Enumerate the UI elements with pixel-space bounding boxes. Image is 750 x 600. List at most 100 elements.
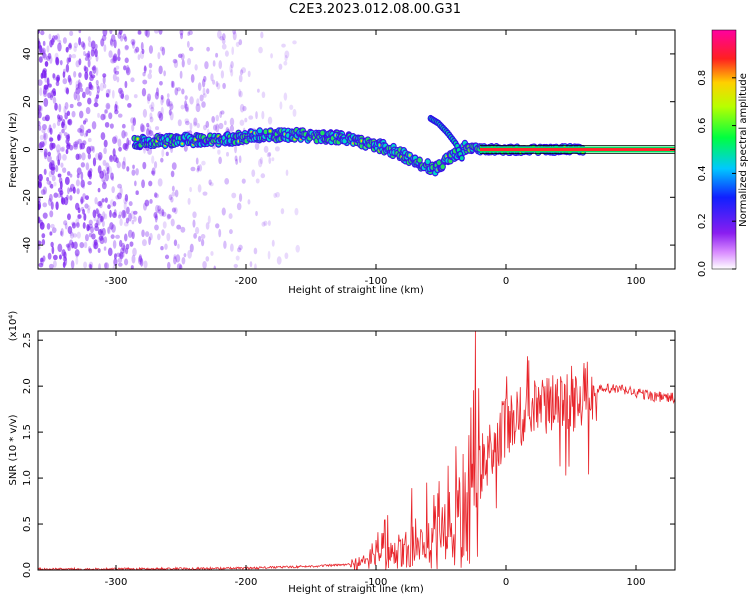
noise-speck (117, 48, 121, 57)
noise-speck (80, 41, 85, 48)
noise-speck (121, 209, 126, 219)
noise-speck (167, 101, 173, 107)
noise-speck (146, 122, 150, 128)
noise-speck (213, 265, 217, 269)
noise-speck (62, 71, 66, 78)
noise-speck (148, 129, 152, 135)
noise-speck (87, 180, 92, 186)
noise-speck (177, 53, 183, 59)
noise-speck (201, 160, 206, 166)
noise-speck (67, 213, 71, 221)
noise-speck (45, 116, 50, 122)
noise-speck (125, 64, 130, 74)
noise-speck (239, 69, 244, 76)
noise-speck (263, 145, 269, 153)
noise-speck (171, 191, 176, 197)
noise-speck (61, 119, 66, 126)
noise-speck (90, 40, 96, 50)
noise-speck (124, 44, 129, 51)
noise-speck (75, 179, 80, 187)
noise-speck (228, 213, 233, 220)
noise-speck (221, 43, 227, 50)
noise-speck (192, 121, 197, 127)
noise-speck (43, 53, 48, 61)
noise-speck (161, 211, 167, 217)
noise-speck (209, 182, 214, 187)
noise-speck (73, 141, 79, 148)
noise-speck (127, 229, 133, 238)
noise-speck (114, 70, 120, 75)
noise-speck (259, 156, 264, 165)
noise-speck (193, 232, 197, 239)
noise-speck (77, 153, 82, 160)
noise-speck (171, 162, 177, 170)
noise-speck (123, 201, 127, 211)
noise-speck (215, 52, 219, 58)
snr-frame (37, 330, 676, 571)
noise-speck (138, 30, 142, 35)
noise-speck (247, 70, 251, 78)
colorbar-tick-label: 0.2 (697, 213, 708, 229)
noise-speck (118, 87, 123, 94)
noise-speck (216, 82, 221, 90)
noise-speck (77, 207, 81, 214)
noise-speck (63, 256, 68, 266)
noise-speck (186, 40, 190, 48)
noise-speck (38, 105, 42, 112)
noise-speck (166, 93, 170, 98)
noise-speck (55, 144, 61, 153)
noise-speck (99, 237, 105, 245)
noise-speck (62, 78, 68, 85)
noise-speck (42, 52, 47, 59)
noise-speck (144, 30, 148, 37)
noise-speck (38, 79, 43, 87)
noise-speck (127, 103, 132, 108)
noise-speck (49, 127, 53, 135)
noise-speck (69, 231, 75, 239)
noise-speck (161, 148, 165, 158)
noise-speck (267, 220, 271, 227)
noise-speck (266, 152, 271, 158)
noise-speck (38, 181, 42, 189)
signal-peak (136, 137, 139, 141)
noise-speck (249, 261, 253, 268)
noise-speck (148, 45, 154, 54)
snr-x-label: Height of straight line (km) (288, 584, 424, 595)
noise-speck (59, 147, 65, 152)
noise-speck (68, 78, 73, 86)
noise-speck (84, 66, 89, 74)
noise-speck (218, 122, 224, 130)
noise-speck (38, 40, 41, 49)
noise-speck (234, 144, 237, 154)
noise-speck (158, 30, 163, 35)
noise-speck (119, 218, 123, 227)
noise-speck (38, 111, 42, 119)
noise-speck (170, 170, 175, 178)
noise-speck (80, 179, 85, 188)
noise-speck (192, 211, 197, 219)
noise-speck (123, 258, 129, 266)
noise-speck (48, 263, 54, 269)
noise-speck (222, 82, 226, 90)
noise-speck (41, 239, 46, 246)
noise-speck (201, 78, 206, 88)
snr-y-tick-label: 1.0 (22, 470, 33, 486)
signal-peak (408, 154, 411, 157)
noise-speck (184, 100, 188, 109)
noise-speck (109, 209, 112, 218)
noise-speck (184, 103, 189, 112)
noise-speck (102, 73, 107, 78)
noise-speck (174, 207, 178, 215)
noise-speck (48, 197, 52, 206)
noise-speck (241, 178, 246, 184)
noise-speck (270, 53, 273, 59)
noise-speck (81, 91, 86, 99)
noise-speck (176, 263, 182, 269)
noise-speck (273, 192, 277, 198)
noise-speck (57, 134, 62, 141)
noise-speck (279, 101, 283, 110)
noise-speck (183, 253, 187, 258)
noise-speck (217, 30, 222, 39)
noise-speck (41, 47, 46, 55)
noise-speck (289, 104, 294, 110)
